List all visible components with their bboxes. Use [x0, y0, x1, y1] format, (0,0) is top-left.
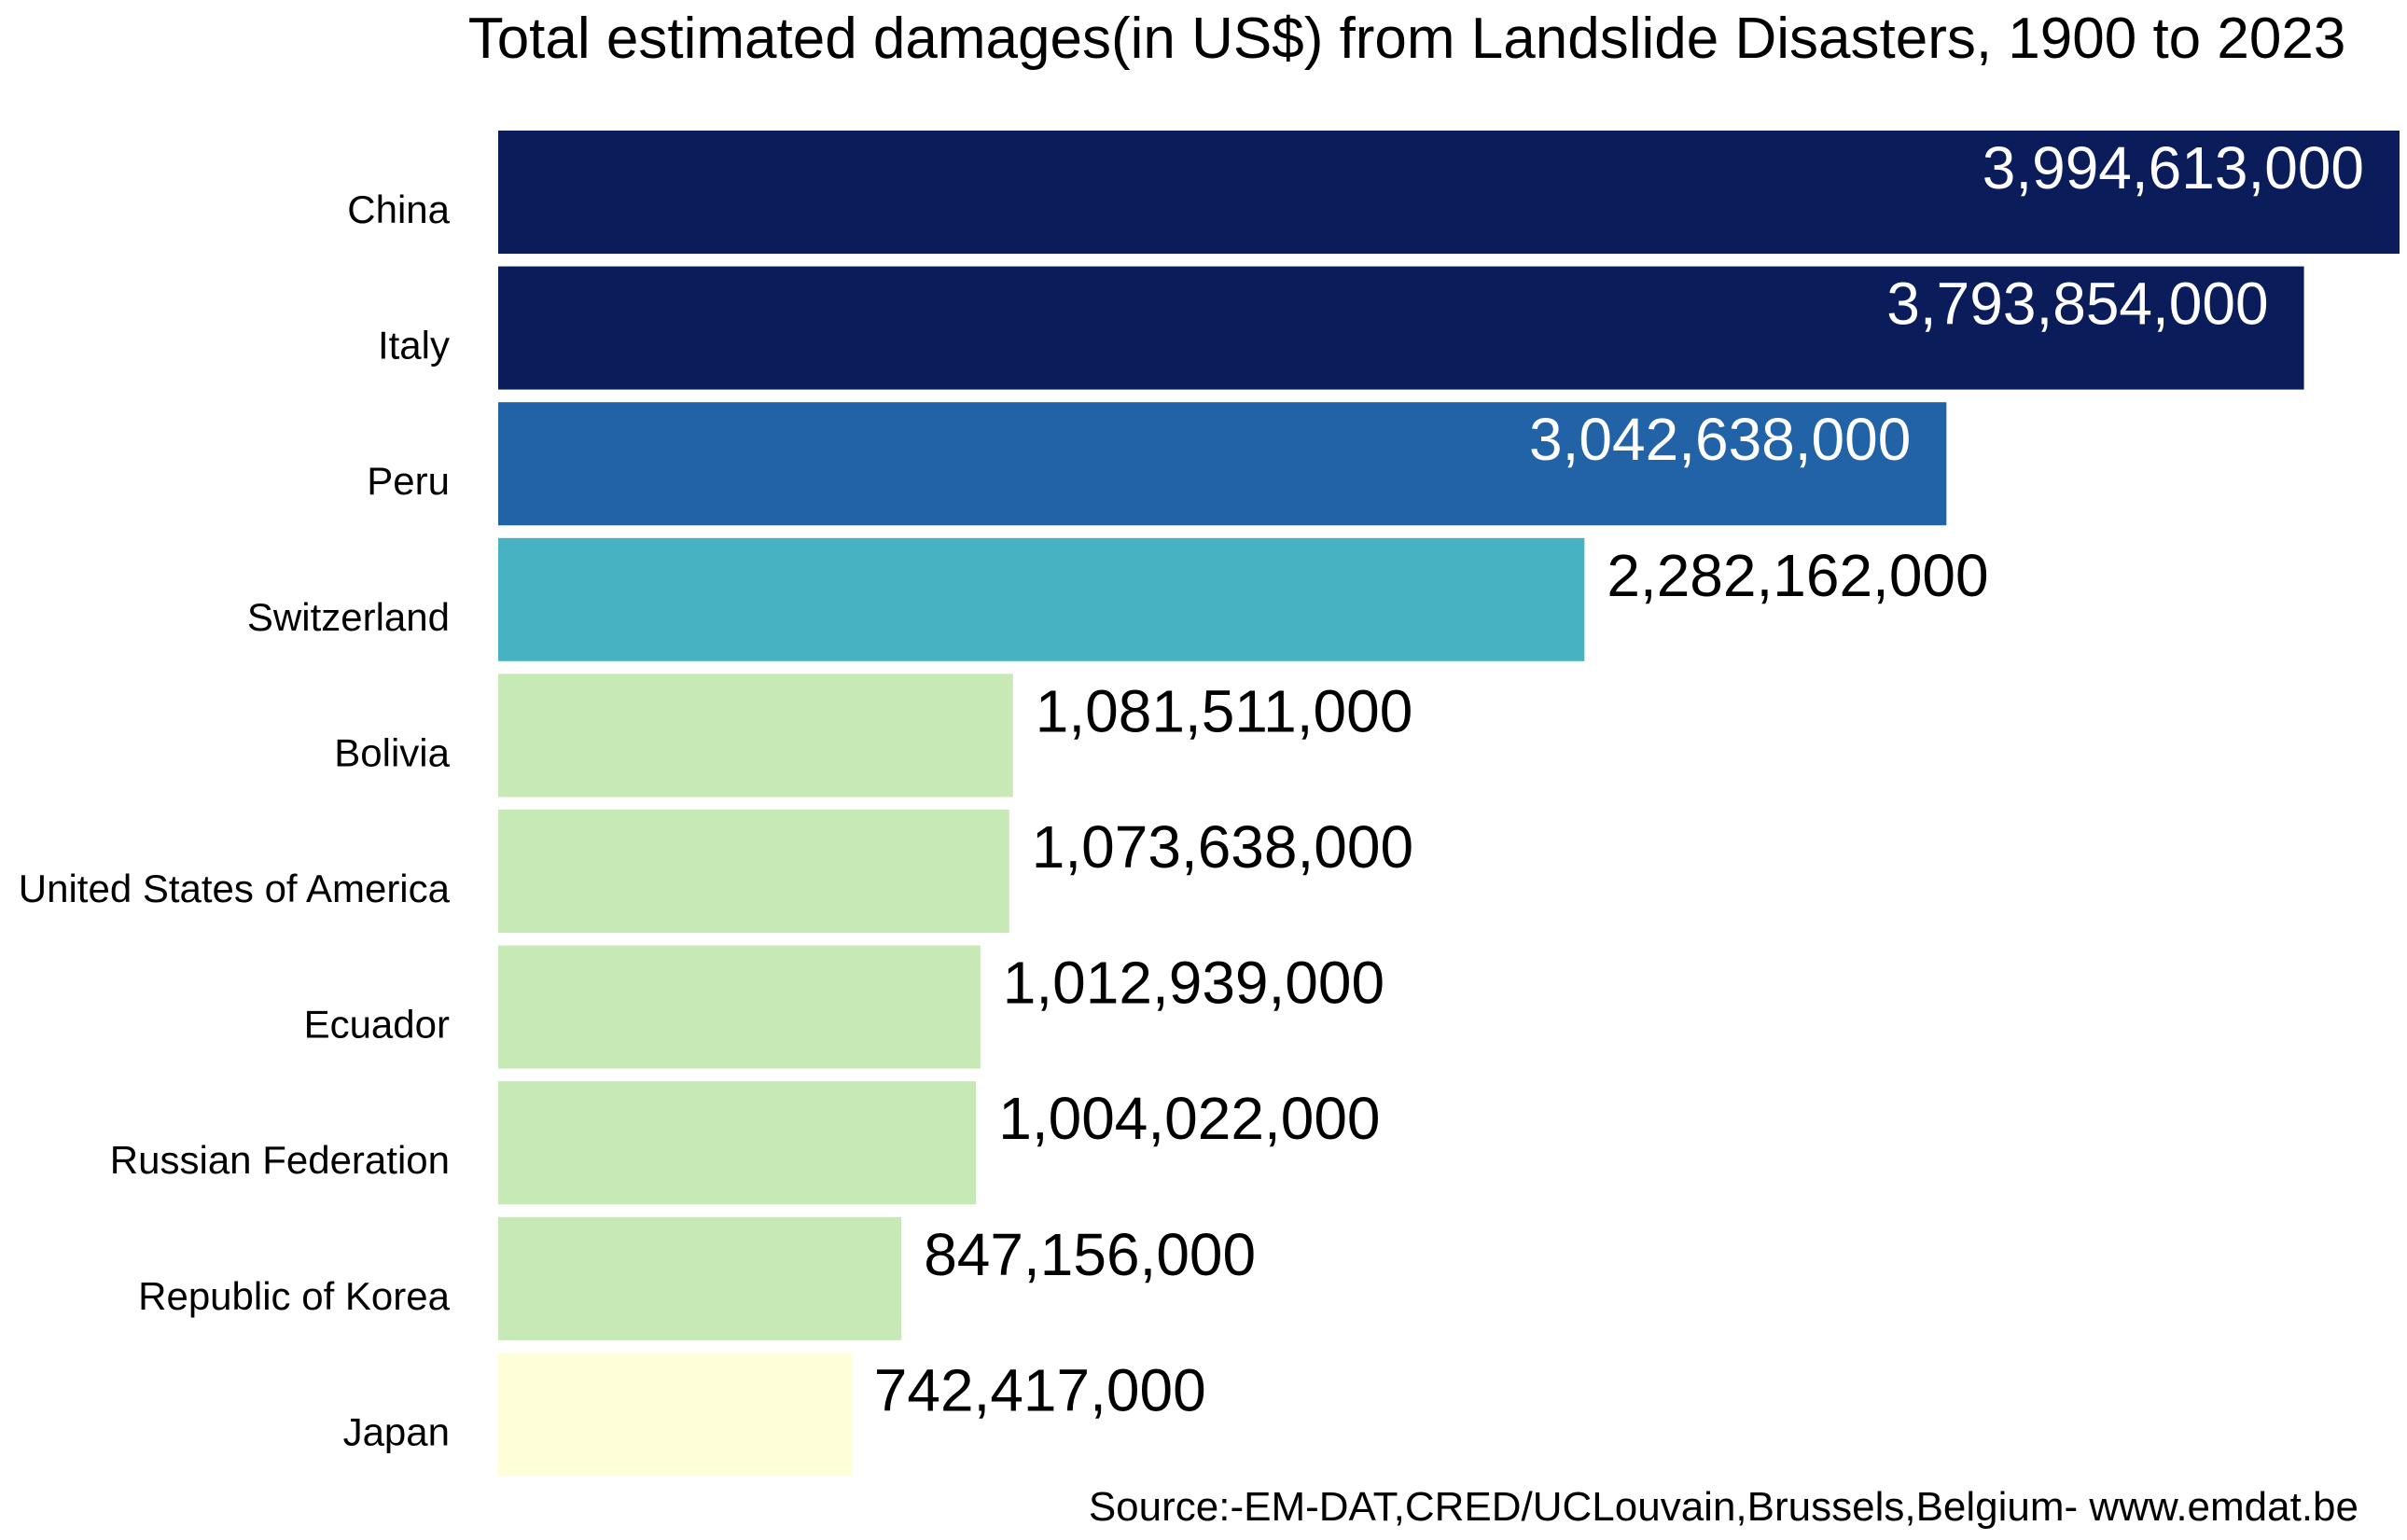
category-labels: China Italy Peru Switzerland Bolivia United S…: [19, 187, 451, 1453]
bar-china: [498, 131, 2400, 254]
category-label-bolivia: Bolivia: [334, 730, 450, 774]
category-label-italy: Italy: [378, 324, 450, 368]
category-label-switzerland: Switzerland: [247, 595, 450, 639]
bars-layer: [498, 131, 2400, 1477]
category-label-china: China: [347, 187, 450, 231]
value-label-china: 3,994,613,000: [1983, 134, 2364, 201]
chart-title: Total estimated damages(in US$) from Lan…: [468, 7, 2346, 71]
value-label-ecuador: 1,012,939,000: [1003, 950, 1384, 1017]
value-label-republic-of-korea: 847,156,000: [924, 1221, 1256, 1288]
category-label-united-states-of-america: United States of America: [19, 867, 451, 910]
category-label-peru: Peru: [367, 459, 450, 503]
value-label-bolivia: 1,081,511,000: [1036, 677, 1413, 744]
bar-ecuador: [498, 945, 981, 1069]
bar-bolivia: [498, 673, 1013, 798]
value-label-italy: 3,793,854,000: [1886, 271, 2268, 338]
category-label-ecuador: Ecuador: [304, 1003, 450, 1047]
bar-russian-federation: [498, 1081, 977, 1205]
bar-italy: [498, 266, 2304, 390]
bar-switzerland: [498, 537, 1585, 661]
category-label-russian-federation: Russian Federation: [110, 1138, 450, 1182]
chart-source: Source:-EM-DAT,CRED/UCLouvain,Brussels,B…: [1089, 1484, 2358, 1530]
value-label-united-states-of-america: 1,073,638,000: [1032, 813, 1413, 881]
bar-peru: [498, 402, 1947, 526]
bar-united-states-of-america: [498, 810, 1009, 933]
value-label-switzerland: 2,282,162,000: [1607, 542, 1988, 609]
category-label-republic-of-korea: Republic of Korea: [138, 1274, 451, 1318]
bar-republic-of-korea: [498, 1216, 902, 1340]
bar-japan: [498, 1353, 852, 1477]
value-label-peru: 3,042,638,000: [1529, 406, 1911, 473]
value-label-japan: 742,417,000: [874, 1356, 1206, 1423]
category-label-japan: Japan: [343, 1409, 450, 1453]
value-labels: 3,994,613,000 3,793,854,000 3,042,638,000 2…: [874, 134, 2364, 1423]
value-label-russian-federation: 1,004,022,000: [998, 1085, 1380, 1152]
